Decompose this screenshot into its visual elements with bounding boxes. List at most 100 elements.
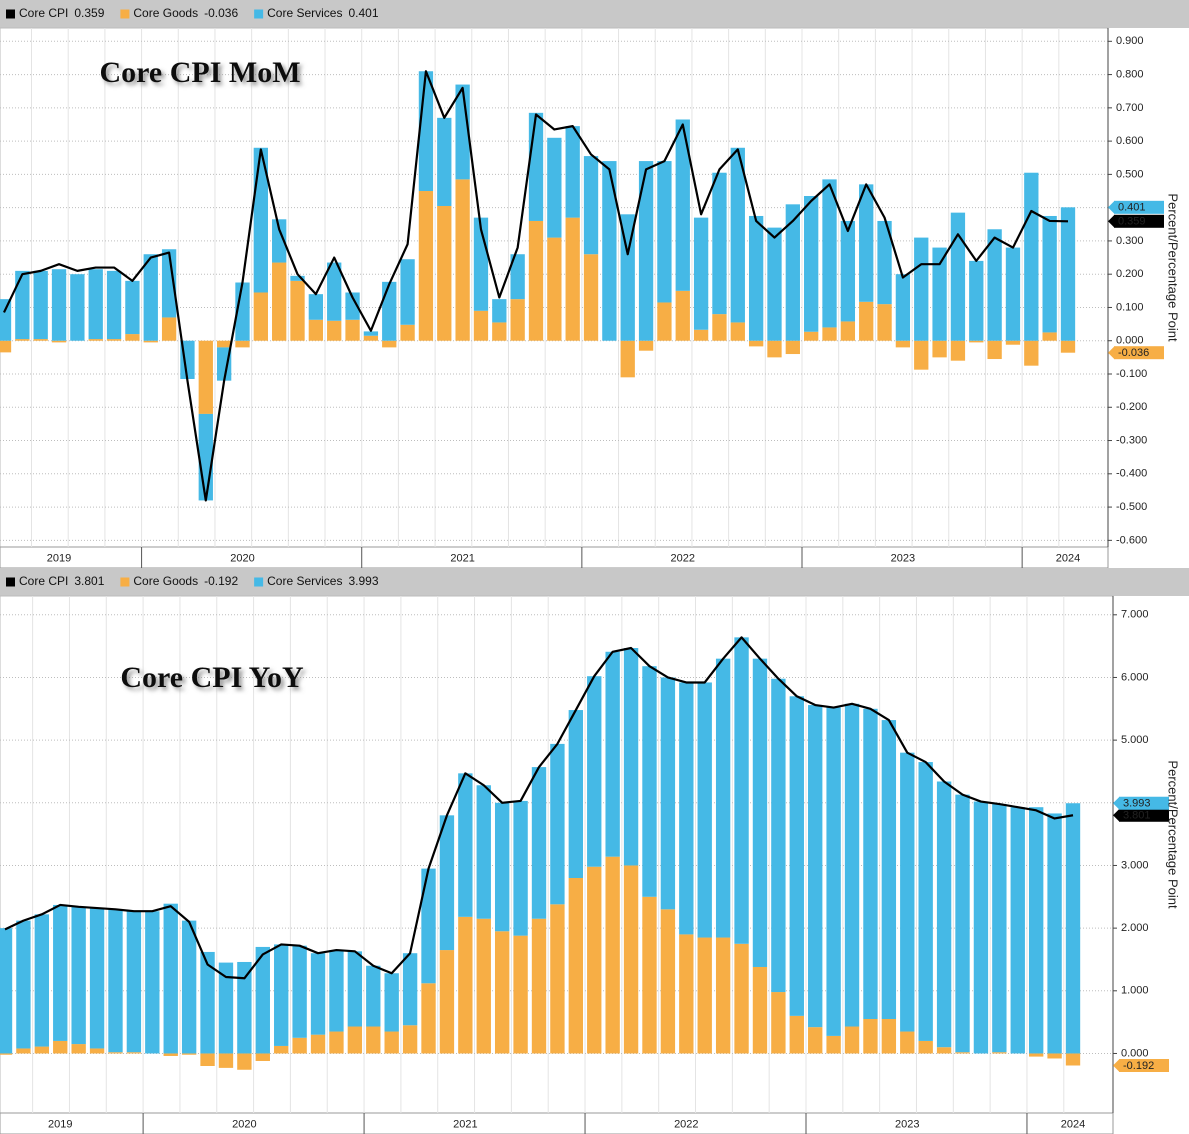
bar-segment — [528, 112, 544, 221]
bar-segment — [1065, 1053, 1081, 1066]
bar-segment — [71, 1044, 86, 1054]
bar-segment — [844, 1026, 860, 1054]
bar-segment — [1060, 207, 1076, 341]
bar-segment — [1010, 807, 1025, 1054]
bar-segment — [15, 270, 30, 340]
bar-segment — [771, 678, 786, 993]
bar-segment — [863, 708, 878, 1019]
bar-segment — [473, 310, 489, 341]
x-tick-label: 2022 — [674, 1118, 698, 1130]
bar-segment — [859, 301, 874, 341]
y-tick-label: -0.300 — [1116, 434, 1147, 446]
bar-segment — [583, 156, 599, 255]
bar-segment — [106, 339, 122, 341]
bar-segment — [274, 1045, 289, 1054]
y-tick-label: 0.900 — [1116, 35, 1144, 47]
x-tick-label: 2023 — [891, 552, 915, 564]
bar-segment — [272, 262, 287, 341]
bar-segment — [675, 290, 690, 341]
y-tick-label: 7.000 — [1121, 609, 1149, 621]
bar-segment — [587, 866, 602, 1054]
bar-segment — [492, 299, 507, 323]
legend-value: 3.993 — [348, 574, 378, 588]
y-tick-label: 5.000 — [1121, 734, 1149, 746]
bar-segment — [804, 196, 819, 332]
last-value-pointer — [1108, 201, 1114, 214]
bar-segment — [932, 247, 947, 341]
bar-segment — [914, 237, 929, 341]
bar-segment — [789, 1015, 804, 1054]
bar-segment — [1047, 1053, 1062, 1059]
bar-segment — [785, 340, 800, 355]
bar-segment — [734, 637, 749, 944]
bar-segment — [844, 703, 860, 1027]
bar-segment — [675, 119, 690, 291]
last-value-pointer — [1113, 809, 1119, 822]
bar-segment — [657, 302, 672, 341]
y-axis-label: Percent/Percentage Point — [1166, 760, 1181, 909]
bar-segment — [308, 319, 324, 341]
bar-segment — [697, 682, 712, 938]
legend-swatch — [6, 9, 15, 19]
bar-segment — [458, 916, 473, 1054]
bar-segment — [310, 953, 326, 1035]
bar-segment — [531, 918, 547, 1054]
last-value-pointer — [1113, 1059, 1119, 1072]
x-tick-label: 2022 — [671, 552, 695, 564]
legend-value: -0.036 — [204, 6, 238, 20]
line — [4, 636, 1074, 980]
bar-segment — [602, 161, 617, 341]
bar-segment — [568, 710, 584, 878]
bar-segment — [0, 928, 13, 1054]
y-tick-label: 3.000 — [1121, 859, 1149, 871]
x-tick-label: 2020 — [230, 552, 254, 564]
bar-segment — [16, 920, 31, 1049]
bar-segment — [642, 666, 657, 897]
x-tick-label: 2021 — [453, 1118, 477, 1130]
bar-segment — [1005, 340, 1021, 345]
bar-segment — [936, 1047, 952, 1054]
bar-segment — [660, 909, 676, 1054]
bar-segment — [200, 951, 215, 1054]
line — [3, 70, 1069, 502]
bar-segment — [752, 658, 768, 967]
last-value-pointer — [1108, 215, 1114, 228]
bar-segment — [859, 184, 874, 302]
bar-segment — [384, 1031, 399, 1054]
bar-segment — [126, 911, 142, 1053]
bar-segment — [568, 878, 584, 1054]
bar-segment — [235, 340, 250, 348]
bar-segment — [345, 292, 360, 320]
y-tick-label: 2.000 — [1121, 922, 1149, 934]
x-tick-label: 2019 — [48, 1118, 72, 1130]
bar-segment — [1024, 340, 1039, 366]
x-tick-label: 2020 — [232, 1118, 256, 1130]
bar-segment — [1060, 340, 1076, 353]
bar-segment — [1005, 247, 1021, 341]
bar-segment — [163, 1053, 178, 1056]
bar-segment — [253, 147, 268, 293]
bar-segment — [292, 1037, 307, 1054]
bar-segment — [143, 340, 158, 343]
legend-value: 3.801 — [74, 574, 104, 588]
last-value-label: 3.801 — [1123, 810, 1151, 822]
y-tick-label: 0.000 — [1116, 335, 1144, 347]
bar-segment — [918, 1040, 933, 1054]
bar-segment — [638, 161, 654, 341]
bar-segment — [126, 1052, 142, 1054]
last-value-pointer — [1113, 797, 1119, 810]
bar-segment — [955, 794, 970, 1053]
bar-segment — [402, 1025, 418, 1054]
bar-segment — [310, 1034, 326, 1054]
bar-segment — [767, 340, 782, 358]
bar-segment — [290, 280, 305, 341]
bar-segment — [804, 331, 819, 341]
y-tick-label: 0.100 — [1116, 301, 1144, 313]
bar-segment — [900, 752, 915, 1032]
bar-segment — [932, 340, 947, 358]
bar-segment — [88, 269, 103, 340]
y-tick-label: 1.000 — [1121, 985, 1149, 997]
bar-segment — [950, 340, 966, 361]
bar-segment — [439, 950, 455, 1054]
bar-segment — [1065, 803, 1081, 1054]
